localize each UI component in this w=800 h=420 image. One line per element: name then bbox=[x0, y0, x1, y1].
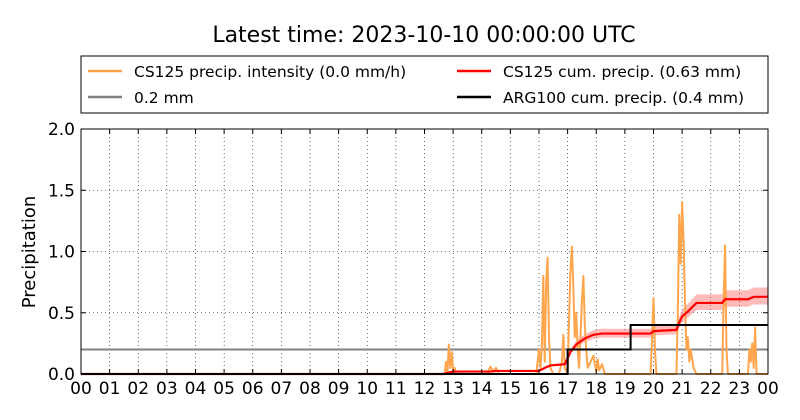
legend-box bbox=[80, 55, 769, 114]
x-tick-label: 21 bbox=[671, 379, 693, 399]
x-tick-label: 23 bbox=[729, 379, 751, 399]
x-tick-label: 08 bbox=[299, 379, 321, 399]
x-tick-label: 20 bbox=[643, 379, 665, 399]
chart-legend: CS125 precip. intensity (0.0 mm/h) CS125 … bbox=[80, 55, 769, 114]
x-tick-label: 05 bbox=[213, 379, 235, 399]
x-tick-label: 14 bbox=[471, 379, 493, 399]
legend-label: CS125 cum. precip. (0.63 mm) bbox=[503, 63, 741, 81]
y-tick-label: 2.0 bbox=[48, 120, 75, 140]
x-tick-label: 22 bbox=[700, 379, 722, 399]
x-tick-label: 01 bbox=[99, 379, 121, 399]
x-tick-label: 00 bbox=[70, 379, 92, 399]
legend-label: 0.2 mm bbox=[134, 89, 194, 107]
x-tick-label: 11 bbox=[385, 379, 407, 399]
x-tick-label: 10 bbox=[356, 379, 378, 399]
y-tick-label: 0.5 bbox=[48, 304, 75, 324]
tick-marks bbox=[80, 128, 769, 375]
y-tick-label: 1.0 bbox=[48, 243, 75, 263]
y-tick-label: 0.0 bbox=[48, 365, 75, 385]
x-tick-label: 12 bbox=[414, 379, 436, 399]
x-tick-label: 17 bbox=[557, 379, 579, 399]
x-tick-label: 00 bbox=[757, 379, 779, 399]
x-tick-label: 03 bbox=[156, 379, 178, 399]
series-layer bbox=[81, 201, 768, 376]
x-tick-label: 06 bbox=[242, 379, 264, 399]
x-tick-label: 16 bbox=[528, 379, 550, 399]
legend-label: ARG100 cum. precip. (0.4 mm) bbox=[503, 89, 744, 107]
x-tick-label: 13 bbox=[442, 379, 464, 399]
legend-label: CS125 precip. intensity (0.0 mm/h) bbox=[134, 63, 406, 81]
y-tick-label: 1.5 bbox=[48, 181, 75, 201]
x-tick-label: 09 bbox=[328, 379, 350, 399]
x-axis-tick-labels: 00 01 02 03 04 05 06 07 08 09 10 11 12 13 14 15 16 17 18 19… bbox=[70, 379, 779, 399]
x-tick-label: 19 bbox=[614, 379, 636, 399]
series-cs125-cumulative bbox=[81, 295, 768, 376]
y-axis-tick-labels: 0.0 0.5 1.0 1.5 2.0 bbox=[48, 120, 75, 385]
chart-title: Latest time: 2023-10-10 00:00:00 UTC bbox=[212, 23, 635, 48]
x-tick-label: 18 bbox=[585, 379, 607, 399]
plot-area bbox=[80, 128, 769, 376]
x-tick-label: 15 bbox=[500, 379, 522, 399]
y-axis-label: Precipitation bbox=[19, 196, 40, 309]
x-tick-label: 02 bbox=[127, 379, 149, 399]
x-tick-label: 04 bbox=[185, 379, 207, 399]
x-tick-label: 07 bbox=[271, 379, 293, 399]
